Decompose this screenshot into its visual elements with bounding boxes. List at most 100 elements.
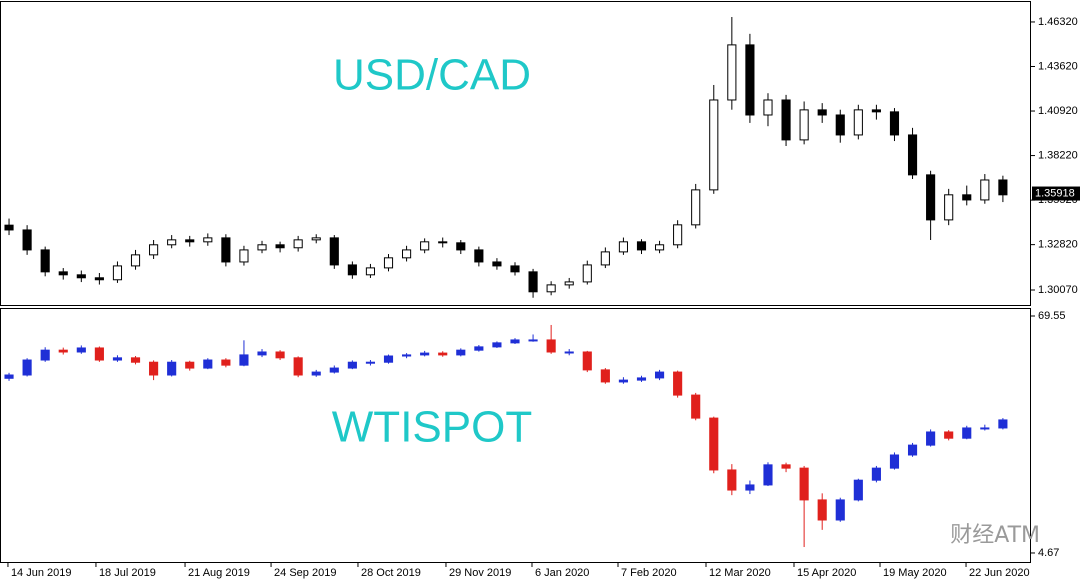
candle-body [402, 249, 412, 259]
candle-body [600, 369, 610, 383]
x-tick-label: 22 Jun 2020 [969, 567, 1030, 579]
candle-body [944, 431, 954, 439]
candle-body [709, 99, 719, 191]
candle-body [745, 484, 755, 491]
y-tick-label: 1.46320 [1038, 16, 1078, 28]
candle-body [781, 99, 791, 141]
candle-body [727, 469, 737, 491]
pane-frame [0, 1, 1031, 306]
candle-body [149, 244, 159, 256]
candle-body [456, 242, 466, 251]
y-tick-label: 1.40920 [1038, 105, 1078, 117]
candle-body [799, 109, 809, 141]
candle-body [962, 427, 972, 439]
candle-body [654, 244, 665, 251]
candle-body [980, 427, 990, 430]
candle-body [564, 351, 574, 354]
candle-body [365, 361, 376, 364]
candle-body [781, 464, 791, 469]
candle-body [185, 361, 195, 369]
x-tick-label: 24 Sep 2019 [274, 567, 336, 579]
candle-body [456, 349, 466, 356]
x-tick-label: 19 May 2020 [883, 567, 947, 579]
candle-body [944, 194, 954, 221]
candle-body [763, 99, 773, 116]
candle-body [510, 265, 520, 273]
candle-body [474, 346, 484, 351]
candle-body [907, 134, 918, 176]
pane-frame [0, 308, 1031, 563]
candle-body [745, 44, 755, 116]
candle-body [94, 347, 104, 361]
candle-body [402, 354, 412, 357]
candle-body [203, 237, 213, 243]
candle-body [4, 224, 14, 231]
pane-title: WTISPOT [332, 403, 532, 452]
candle-body [130, 357, 141, 363]
x-tick-label: 18 Jul 2019 [99, 567, 156, 579]
candle-body [673, 371, 683, 396]
x-tick-label: 15 Apr 2020 [797, 567, 856, 579]
candle-body [600, 251, 610, 266]
watermark: 财经ATM [950, 523, 1040, 548]
candle-body [347, 264, 357, 276]
candle-body [727, 44, 737, 101]
candle-body [203, 359, 213, 369]
candle-body [709, 417, 719, 471]
x-tick-label: 12 Mar 2020 [709, 567, 771, 579]
candle-body [763, 464, 773, 486]
candle-body [257, 351, 267, 356]
candle-body [871, 467, 881, 481]
candle-body [998, 419, 1008, 429]
candle-body [907, 444, 918, 456]
candle-body [420, 352, 430, 356]
candle-body [94, 277, 104, 281]
candle-body [383, 257, 394, 269]
current-price-label: 1.35918 [1035, 187, 1075, 199]
candle-body [889, 111, 900, 136]
candle-body [257, 244, 267, 251]
candle-body [980, 179, 990, 201]
candle-body [275, 244, 285, 249]
candle-body [221, 359, 231, 366]
candle-body [112, 357, 123, 361]
candle-body [853, 479, 863, 501]
y-tick-label: 1.38220 [1038, 149, 1078, 161]
candle-body [130, 254, 141, 267]
candle-body [546, 284, 556, 293]
candle-body [112, 265, 123, 281]
candle-body [420, 241, 430, 251]
candle-body [582, 351, 592, 371]
candle-body [582, 264, 592, 283]
candle-body [149, 361, 159, 376]
candle-body [438, 241, 448, 244]
candle-body [853, 109, 863, 136]
candle-body [40, 349, 50, 361]
candle-body [636, 241, 647, 251]
x-tick-label: 7 Feb 2020 [621, 567, 677, 579]
candle-body [528, 339, 538, 342]
candle-body [510, 339, 520, 344]
candle-body [998, 179, 1008, 196]
candle-body [221, 237, 231, 263]
candle-body [293, 357, 303, 376]
y-tick-label: 1.43620 [1038, 60, 1078, 72]
candle-body [546, 339, 556, 353]
candle-body [528, 271, 538, 293]
candle-body [311, 237, 321, 241]
y-tick-label: 69.55 [1038, 310, 1066, 322]
candle-body [239, 354, 249, 366]
candle-body [636, 377, 647, 381]
candle-body [329, 367, 339, 373]
candle-body [962, 194, 972, 201]
candle-body [618, 241, 628, 253]
candle-body [311, 371, 321, 376]
candle-body [40, 249, 50, 273]
candle-body [167, 361, 177, 376]
candle-body [58, 271, 68, 276]
candle-body [383, 355, 394, 363]
candle-body [817, 499, 827, 521]
y-tick-label: 1.32820 [1038, 239, 1078, 251]
y-tick-label: 4.67 [1038, 547, 1059, 559]
candle-body [926, 431, 936, 446]
